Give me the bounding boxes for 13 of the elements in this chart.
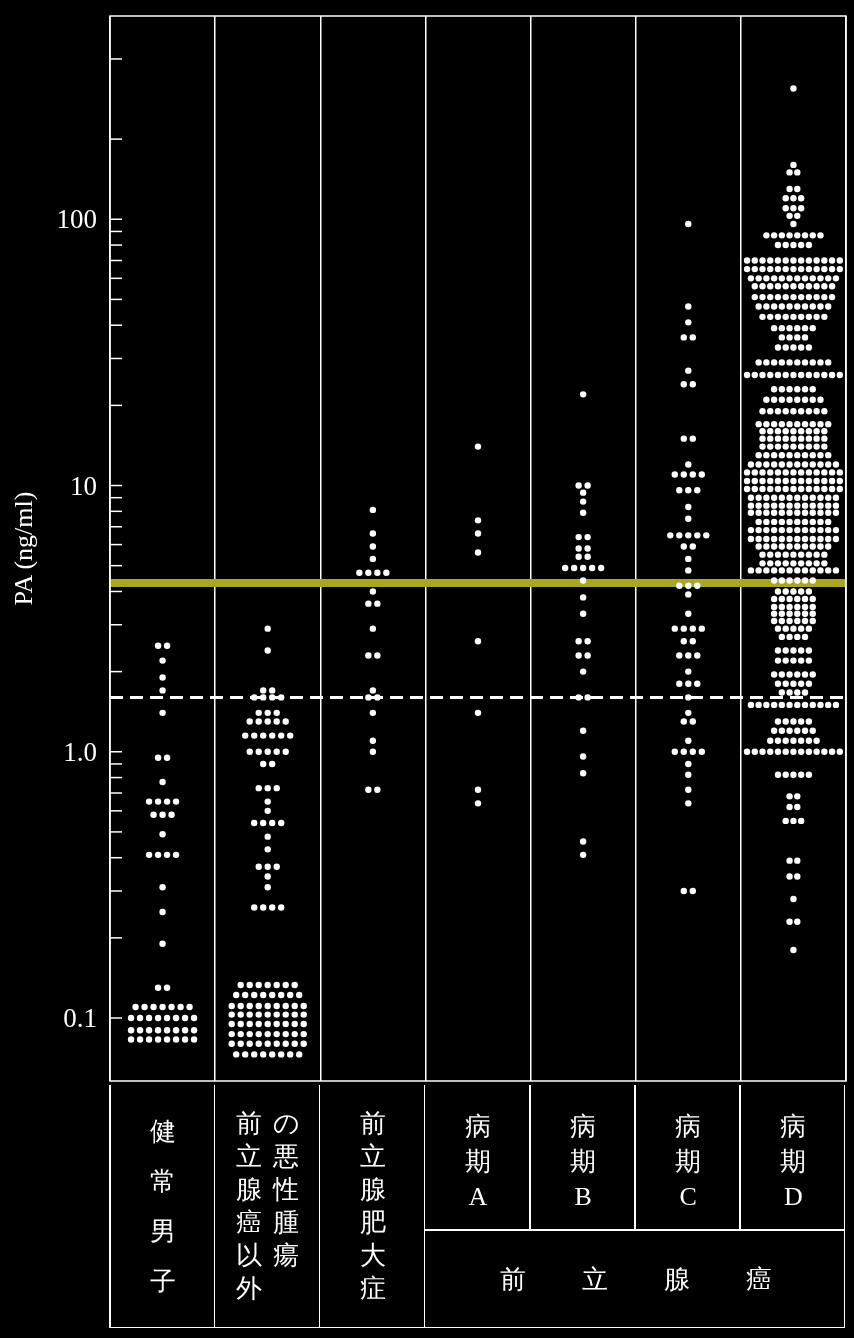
y-tick-label: 0.1 [63,1003,97,1034]
category-label: 前立腺癌以外の悪性腫瘍 [236,1109,300,1303]
x-tick-label: 病期B [569,1111,597,1213]
y-tick-label: 100 [56,204,97,235]
x-tick-label: 前立腺肥大症 [359,1108,387,1305]
x-tick-label: 健常男子 [149,1116,177,1298]
y-axis-title: PA (ng/ml) [9,491,39,606]
x-tick-label: 病期A [464,1111,492,1213]
text: 前立腺癌 [498,1263,829,1296]
y-tick-label: 10 [70,470,97,501]
y-tick-label: 1.0 [63,736,97,767]
x-tick-label: 病期C [674,1111,702,1213]
x-tick-label: 病期D [779,1111,807,1213]
